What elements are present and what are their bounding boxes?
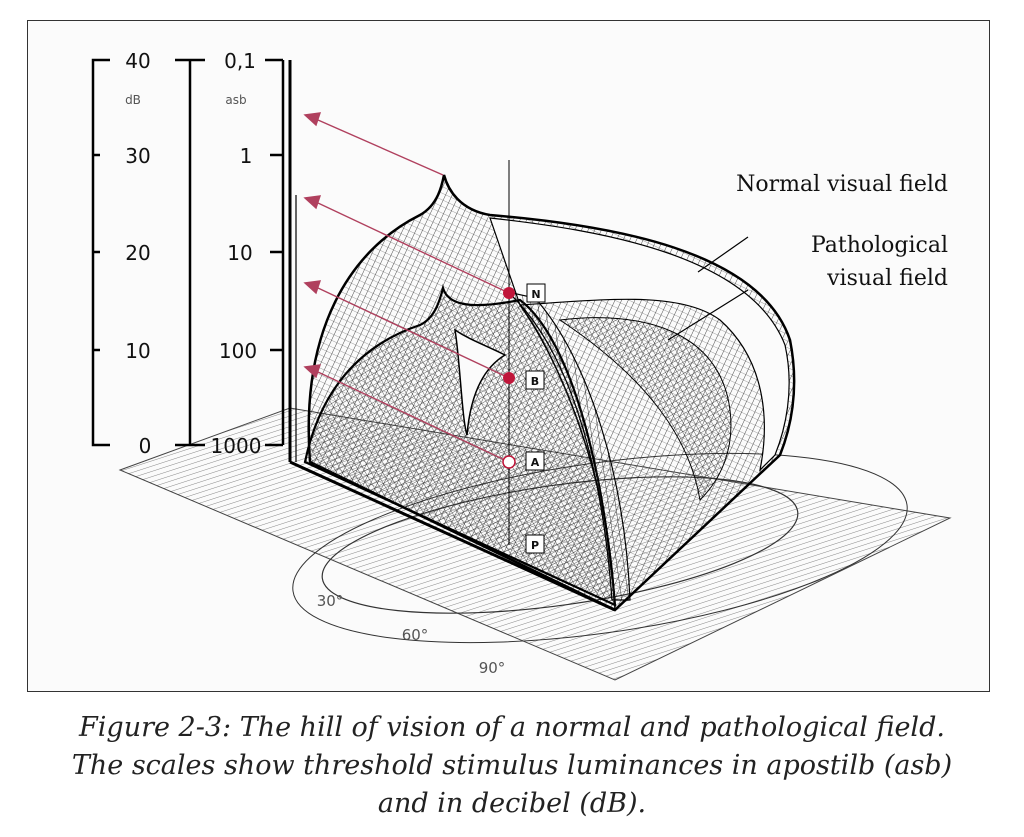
meridian-band xyxy=(505,290,631,601)
db-tick-10: 10 xyxy=(125,339,150,363)
angle-60: 60° xyxy=(402,626,429,644)
angle-30: 30° xyxy=(317,592,344,610)
caption-line-2: The scales show threshold stimulus lumin… xyxy=(71,750,953,781)
db-tick-0: 0 xyxy=(139,434,152,458)
point-a-marker xyxy=(502,455,516,469)
leader-normal xyxy=(697,236,749,273)
inner-bowl xyxy=(558,317,732,502)
pathological-scotoma xyxy=(453,328,507,436)
normal-field-rim xyxy=(489,217,790,472)
base-axis-line xyxy=(289,460,616,612)
db-tick-30: 30 xyxy=(125,144,150,168)
caption-line-1: Figure 2-3: The hill of vision of a norm… xyxy=(79,712,945,743)
label-normal-visual-field: Normal visual field xyxy=(736,172,948,197)
hill-of-vision-figure: N B A P 40 30 20 10 0 dB 0,1 1 10 100 10… xyxy=(91,49,952,681)
db-tick-20: 20 xyxy=(125,241,150,265)
asb-tick-1: 1 xyxy=(240,144,253,168)
label-pathological-line1: Pathological xyxy=(811,233,948,258)
figure-caption: Figure 2-3: The hill of vision of a norm… xyxy=(0,709,1024,823)
asb-tick-1000: 1000 xyxy=(211,434,262,458)
leader-pathological xyxy=(667,289,749,341)
caption-line-3: and in decibel (dB). xyxy=(377,788,647,819)
point-label-a: A xyxy=(531,456,540,469)
asb-unit: asb xyxy=(225,93,246,107)
point-label-p: P xyxy=(531,539,539,552)
db-scale: 40 30 20 10 0 dB xyxy=(91,49,152,458)
asb-tick-0-1: 0,1 xyxy=(224,49,256,73)
asb-tick-100: 100 xyxy=(219,339,257,363)
point-label-b: B xyxy=(531,375,539,388)
point-n-marker xyxy=(503,287,515,299)
asb-tick-10: 10 xyxy=(227,241,252,265)
db-unit: dB xyxy=(125,93,141,107)
asb-scale: 0,1 1 10 100 1000 asb xyxy=(175,49,285,458)
threshold-arrows xyxy=(303,112,510,463)
label-pathological-line2: visual field xyxy=(826,266,948,291)
point-label-n: N xyxy=(531,288,540,301)
point-b-marker xyxy=(503,372,515,384)
db-tick-40: 40 xyxy=(125,49,150,73)
angle-90: 90° xyxy=(479,659,506,677)
